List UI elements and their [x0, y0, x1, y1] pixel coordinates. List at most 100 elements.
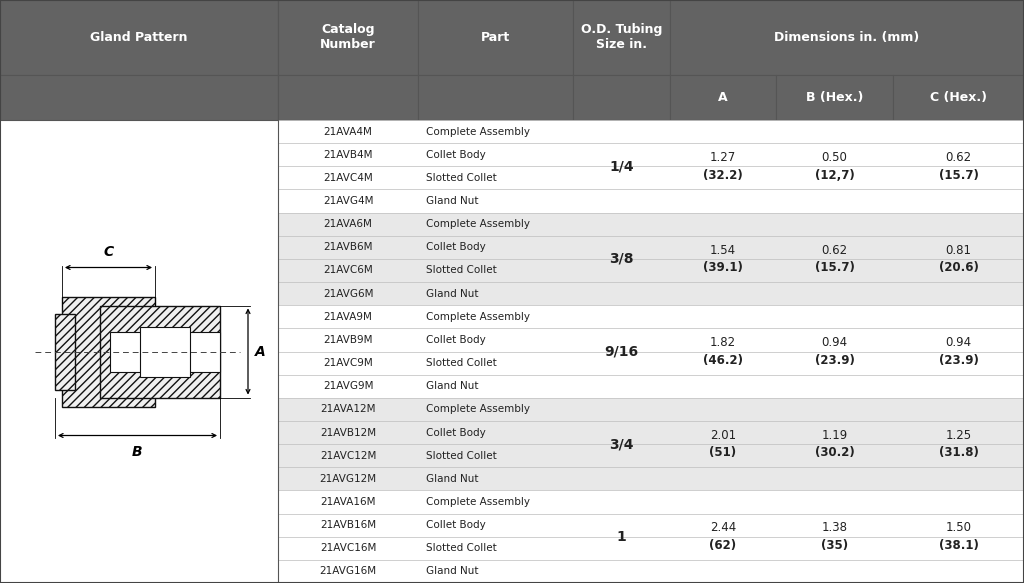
Bar	[278, 560, 1024, 583]
Text: (30.2): (30.2)	[815, 447, 854, 459]
Bar	[278, 444, 1024, 467]
Bar	[573, 0, 670, 75]
Text: Gland Nut: Gland Nut	[426, 567, 478, 577]
Text: 1/4: 1/4	[609, 159, 634, 173]
Text: 21AVG6M: 21AVG6M	[323, 289, 374, 298]
Text: Part: Part	[481, 31, 510, 44]
Text: Gland Nut: Gland Nut	[426, 289, 478, 298]
Bar	[418, 0, 573, 75]
Bar	[278, 0, 418, 75]
Text: 1.27: 1.27	[710, 151, 736, 164]
Bar	[278, 282, 1024, 305]
Text: Collet Body: Collet Body	[426, 243, 485, 252]
Text: 21AVA12M: 21AVA12M	[321, 405, 376, 415]
Bar	[140, 326, 190, 377]
Text: 1.25: 1.25	[945, 429, 972, 442]
Bar	[278, 189, 1024, 213]
Text: 0.62: 0.62	[945, 151, 972, 164]
Bar	[0, 75, 278, 120]
Text: 21AVB4M: 21AVB4M	[324, 150, 373, 160]
Text: 1: 1	[616, 530, 627, 544]
Bar	[55, 314, 75, 389]
Text: Slotted Collet: Slotted Collet	[426, 265, 497, 276]
Bar	[278, 305, 1024, 328]
Text: (38.1): (38.1)	[939, 539, 979, 552]
Text: (39.1): (39.1)	[703, 261, 743, 274]
Text: 21AVB9M: 21AVB9M	[324, 335, 373, 345]
Text: Slotted Collet: Slotted Collet	[426, 358, 497, 368]
Text: 21AVG4M: 21AVG4M	[323, 196, 374, 206]
Text: 1.50: 1.50	[945, 521, 972, 535]
Text: 21AVG9M: 21AVG9M	[323, 381, 374, 391]
Text: Catalog
Number: Catalog Number	[321, 23, 376, 51]
Text: 2.01: 2.01	[710, 429, 736, 442]
Text: 3/8: 3/8	[609, 252, 634, 266]
Text: Collet Body: Collet Body	[426, 150, 485, 160]
Text: 1.19: 1.19	[821, 429, 848, 442]
Text: 21AVB12M: 21AVB12M	[319, 427, 376, 437]
Bar	[893, 75, 1024, 120]
Text: C: C	[103, 244, 114, 258]
Text: Slotted Collet: Slotted Collet	[426, 451, 497, 461]
Text: 21AVA9M: 21AVA9M	[324, 312, 373, 322]
Text: Slotted Collet: Slotted Collet	[426, 173, 497, 183]
Text: A: A	[718, 91, 728, 104]
Text: 0.50: 0.50	[821, 151, 848, 164]
Bar	[0, 120, 278, 583]
Text: (46.2): (46.2)	[703, 354, 743, 367]
Text: 0.62: 0.62	[821, 244, 848, 257]
Bar	[278, 490, 1024, 514]
Text: Complete Assembly: Complete Assembly	[426, 497, 530, 507]
Text: O.D. Tubing
Size in.: O.D. Tubing Size in.	[581, 23, 663, 51]
Bar	[573, 75, 670, 120]
Bar	[110, 332, 220, 371]
Text: 21AVC9M: 21AVC9M	[324, 358, 373, 368]
Bar	[278, 514, 1024, 537]
Bar	[278, 398, 1024, 421]
Text: 21AVC12M: 21AVC12M	[319, 451, 376, 461]
Bar	[0, 0, 278, 75]
Text: Collet Body: Collet Body	[426, 335, 485, 345]
Text: Slotted Collet: Slotted Collet	[426, 543, 497, 553]
Text: 21AVG12M: 21AVG12M	[319, 474, 377, 484]
Text: Collet Body: Collet Body	[426, 520, 485, 530]
Bar	[278, 236, 1024, 259]
Text: Complete Assembly: Complete Assembly	[426, 219, 530, 229]
Text: 1.54: 1.54	[710, 244, 736, 257]
Bar	[278, 421, 1024, 444]
Bar	[100, 305, 220, 398]
Text: 21AVB16M: 21AVB16M	[319, 520, 376, 530]
Text: Gland Nut: Gland Nut	[426, 474, 478, 484]
Text: C (Hex.): C (Hex.)	[930, 91, 987, 104]
Text: 21AVA4M: 21AVA4M	[324, 127, 373, 136]
Text: Collet Body: Collet Body	[426, 427, 485, 437]
Text: (51): (51)	[710, 447, 736, 459]
Text: (20.6): (20.6)	[939, 261, 979, 274]
Bar	[278, 328, 1024, 352]
Text: 2.44: 2.44	[710, 521, 736, 535]
Text: (12,7): (12,7)	[815, 168, 854, 181]
Text: Dimensions in. (mm): Dimensions in. (mm)	[774, 31, 920, 44]
Bar	[776, 75, 893, 120]
Text: 3/4: 3/4	[609, 437, 634, 451]
Bar	[0, 120, 278, 583]
Text: (15.7): (15.7)	[814, 261, 854, 274]
Text: (23.9): (23.9)	[939, 354, 979, 367]
Text: 0.81: 0.81	[945, 244, 972, 257]
Bar	[278, 259, 1024, 282]
Text: 9/16: 9/16	[604, 345, 639, 359]
Text: Complete Assembly: Complete Assembly	[426, 312, 530, 322]
Text: Gland Nut: Gland Nut	[426, 381, 478, 391]
Bar	[278, 375, 1024, 398]
Bar	[418, 75, 573, 120]
Bar	[278, 352, 1024, 375]
Text: 1.82: 1.82	[710, 336, 736, 349]
Text: (62): (62)	[710, 539, 736, 552]
Text: (35): (35)	[821, 539, 848, 552]
Text: Gland Nut: Gland Nut	[426, 196, 478, 206]
Text: B (Hex.): B (Hex.)	[806, 91, 863, 104]
Bar	[670, 0, 1024, 75]
Text: 21AVB6M: 21AVB6M	[324, 243, 373, 252]
Text: 21AVC16M: 21AVC16M	[319, 543, 376, 553]
Text: Complete Assembly: Complete Assembly	[426, 405, 530, 415]
